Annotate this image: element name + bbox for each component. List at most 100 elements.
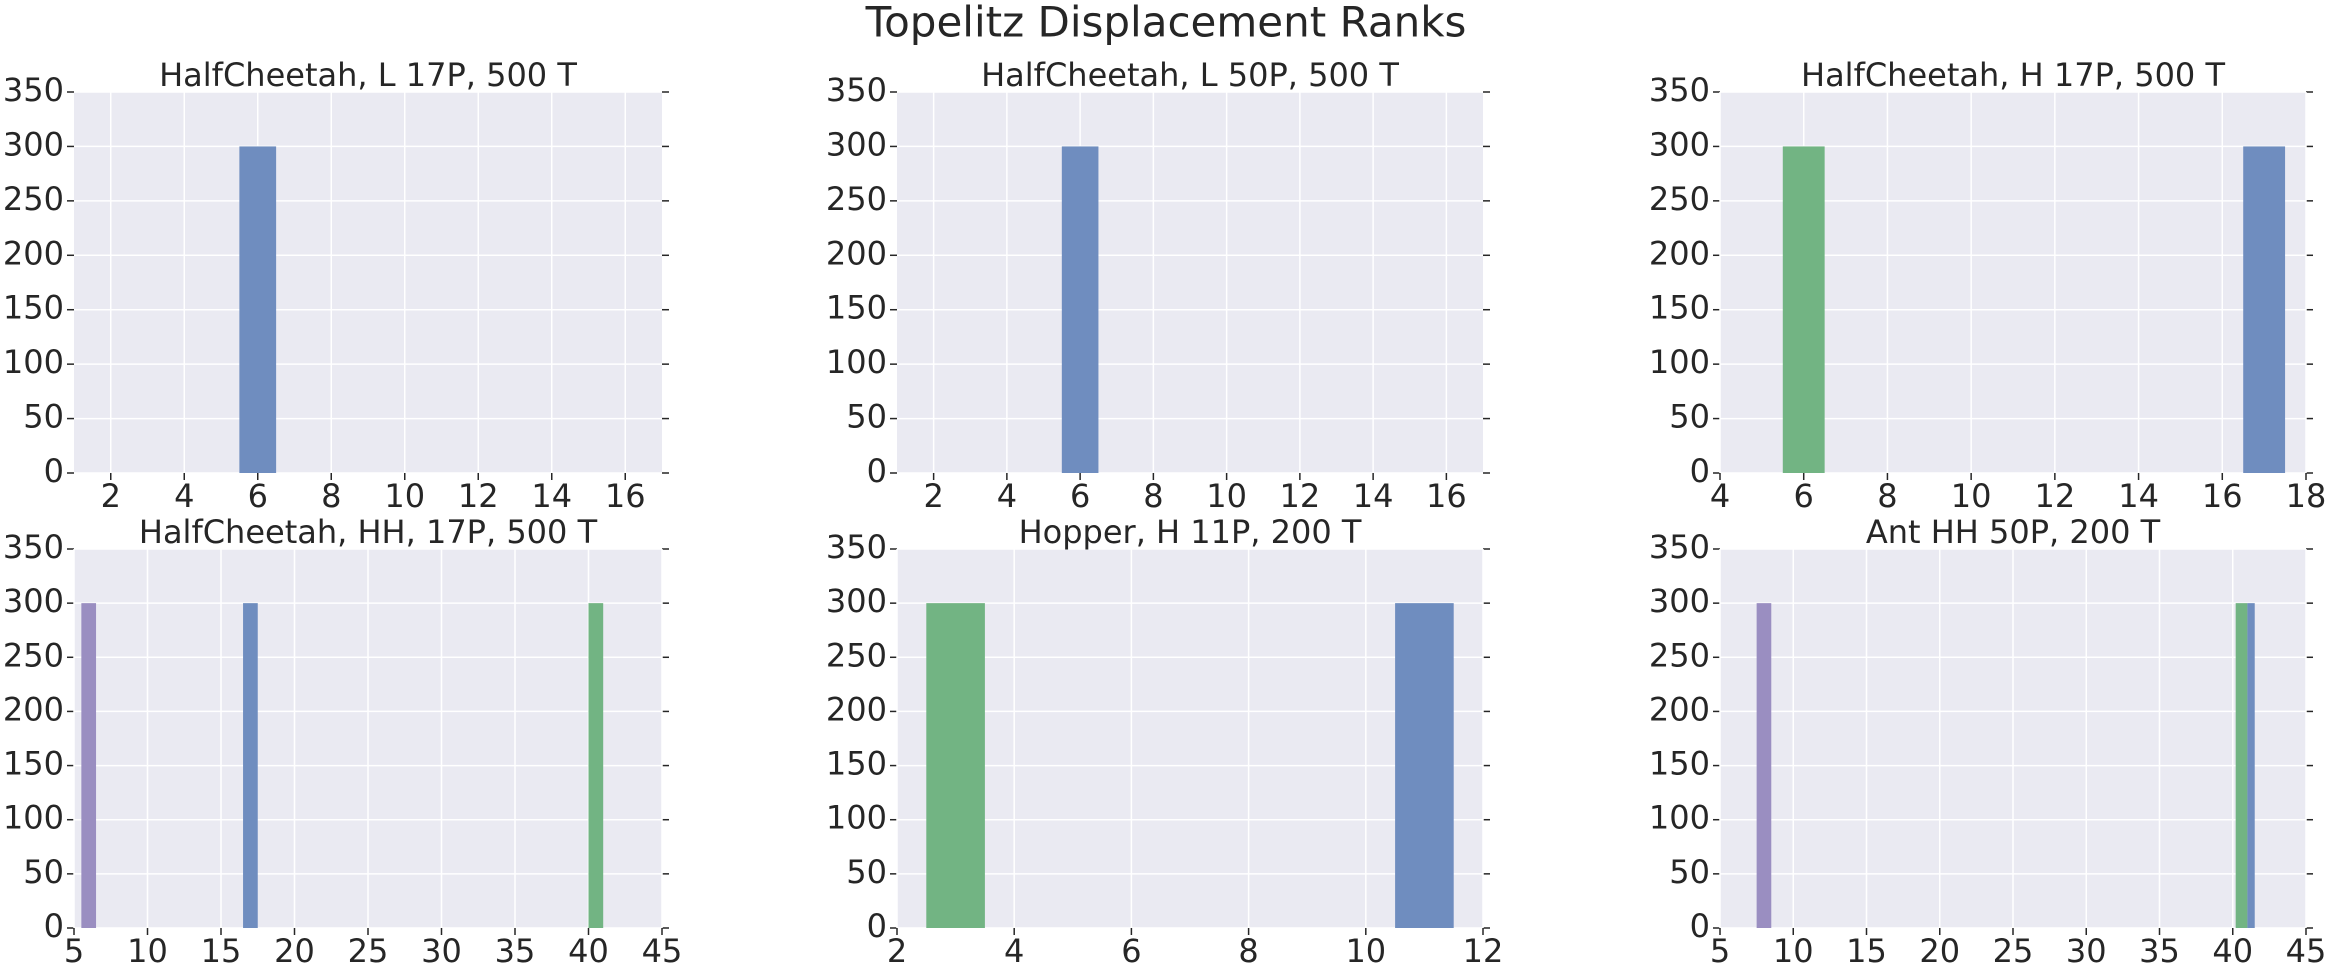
y-tick-label: 200 — [3, 234, 64, 272]
x-tick-label: 40 — [568, 932, 609, 970]
y-tick-label: 200 — [826, 234, 887, 272]
y-tick-label: 0 — [1690, 907, 1710, 945]
y-tick-label: 50 — [23, 398, 64, 436]
subplot: 0 50 100 150 200 250 300 350 5 10 15 20 25 30 35 40 45 An… — [1649, 513, 2326, 970]
x-tick-label: 14 — [1353, 477, 1394, 515]
y-tick-label: 300 — [1649, 125, 1710, 163]
x-tick-label: 2 — [923, 477, 943, 515]
plot-area — [897, 92, 1483, 473]
y-tick-label: 350 — [1649, 71, 1710, 109]
x-tick-label: 20 — [1919, 932, 1960, 970]
plot-area — [74, 92, 662, 473]
bar — [588, 603, 604, 928]
x-tick-label: 10 — [384, 477, 425, 515]
bar — [2247, 603, 2255, 928]
x-tick-label: 18 — [2286, 477, 2327, 515]
x-tick-label: 8 — [1238, 932, 1258, 970]
x-tick-label: 25 — [1993, 932, 2034, 970]
y-tick-label: 250 — [1649, 180, 1710, 218]
y-tick-label: 150 — [826, 289, 887, 327]
bar — [1061, 146, 1099, 473]
y-tick-label: 250 — [826, 180, 887, 218]
x-tick-label: 10 — [1206, 477, 1247, 515]
bar — [1395, 603, 1454, 928]
subplot: 0 50 100 150 200 250 300 350 5 10 15 20 25 30 35 40 45 Ha… — [3, 513, 682, 970]
subplot-title: Ant HH 50P, 200 T — [1866, 513, 2161, 551]
y-tick-label: 100 — [826, 799, 887, 837]
x-tick-label: 10 — [127, 932, 168, 970]
subplot: 0 50 100 150 200 250 300 350 2 4 6 8 10 12 14 16 HalfChe… — [826, 56, 1490, 515]
x-tick-label: 12 — [1463, 932, 1504, 970]
y-tick-label: 250 — [3, 636, 64, 674]
x-tick-label: 8 — [321, 477, 341, 515]
plot-area — [897, 549, 1483, 928]
x-tick-label: 45 — [642, 932, 683, 970]
y-tick-label: 0 — [867, 907, 887, 945]
x-tick-label: 16 — [2202, 477, 2243, 515]
x-tick-label: 4 — [997, 477, 1017, 515]
subplot-title: HalfCheetah, HH, 17P, 500 T — [139, 513, 598, 551]
bar — [2243, 146, 2286, 473]
x-tick-label: 5 — [64, 932, 84, 970]
x-tick-label: 45 — [2286, 932, 2327, 970]
x-tick-label: 4 — [1710, 477, 1730, 515]
y-tick-label: 50 — [1669, 853, 1710, 891]
x-tick-label: 35 — [495, 932, 536, 970]
x-tick-label: 10 — [1951, 477, 1992, 515]
x-tick-label: 16 — [1426, 477, 1467, 515]
y-tick-label: 150 — [1649, 745, 1710, 783]
x-tick-label: 4 — [1004, 932, 1024, 970]
y-tick-label: 100 — [3, 799, 64, 837]
bar — [1756, 603, 1772, 928]
x-tick-label: 2 — [101, 477, 121, 515]
subplot: 0 50 100 150 200 250 300 350 2 4 6 8 10 12 Hopper, H 1… — [826, 513, 1503, 970]
x-tick-label: 8 — [1877, 477, 1897, 515]
y-tick-label: 50 — [846, 398, 887, 436]
y-tick-label: 0 — [867, 452, 887, 490]
bar — [243, 603, 258, 928]
y-tick-label: 300 — [3, 582, 64, 620]
x-tick-label: 2 — [887, 932, 907, 970]
x-tick-label: 12 — [458, 477, 499, 515]
y-tick-label: 50 — [1669, 398, 1710, 436]
x-tick-label: 14 — [2118, 477, 2159, 515]
y-tick-label: 250 — [1649, 636, 1710, 674]
y-tick-label: 100 — [3, 343, 64, 381]
y-tick-label: 200 — [3, 690, 64, 728]
x-tick-label: 12 — [1280, 477, 1321, 515]
x-tick-label: 6 — [1070, 477, 1090, 515]
y-tick-label: 200 — [1649, 234, 1710, 272]
subplot-title: Hopper, H 11P, 200 T — [1019, 513, 1362, 551]
x-tick-label: 12 — [2034, 477, 2075, 515]
x-tick-label: 10 — [1345, 932, 1386, 970]
subplot-title: HalfCheetah, L 50P, 500 T — [981, 56, 1399, 94]
y-tick-label: 150 — [3, 289, 64, 327]
x-tick-label: 14 — [531, 477, 572, 515]
x-tick-label: 5 — [1710, 932, 1730, 970]
y-tick-label: 300 — [3, 125, 64, 163]
x-tick-label: 4 — [174, 477, 194, 515]
x-tick-label: 16 — [605, 477, 646, 515]
bar — [2235, 603, 2248, 928]
subplot-title: HalfCheetah, H 17P, 500 T — [1801, 56, 2225, 94]
x-tick-label: 30 — [421, 932, 462, 970]
x-tick-label: 35 — [2139, 932, 2180, 970]
x-tick-label: 6 — [1794, 477, 1814, 515]
y-tick-label: 350 — [1649, 528, 1710, 566]
x-tick-label: 15 — [201, 932, 242, 970]
bar — [81, 603, 97, 928]
x-tick-label: 6 — [248, 477, 268, 515]
bar — [239, 146, 277, 473]
bar — [926, 603, 985, 928]
y-tick-label: 0 — [1690, 452, 1710, 490]
y-tick-label: 300 — [1649, 582, 1710, 620]
y-tick-label: 350 — [826, 528, 887, 566]
y-tick-label: 150 — [3, 745, 64, 783]
x-tick-label: 8 — [1143, 477, 1163, 515]
y-tick-label: 200 — [826, 690, 887, 728]
x-tick-label: 10 — [1773, 932, 1814, 970]
x-tick-label: 6 — [1121, 932, 1141, 970]
y-tick-label: 50 — [23, 853, 64, 891]
subplot-title: HalfCheetah, L 17P, 500 T — [159, 56, 577, 94]
